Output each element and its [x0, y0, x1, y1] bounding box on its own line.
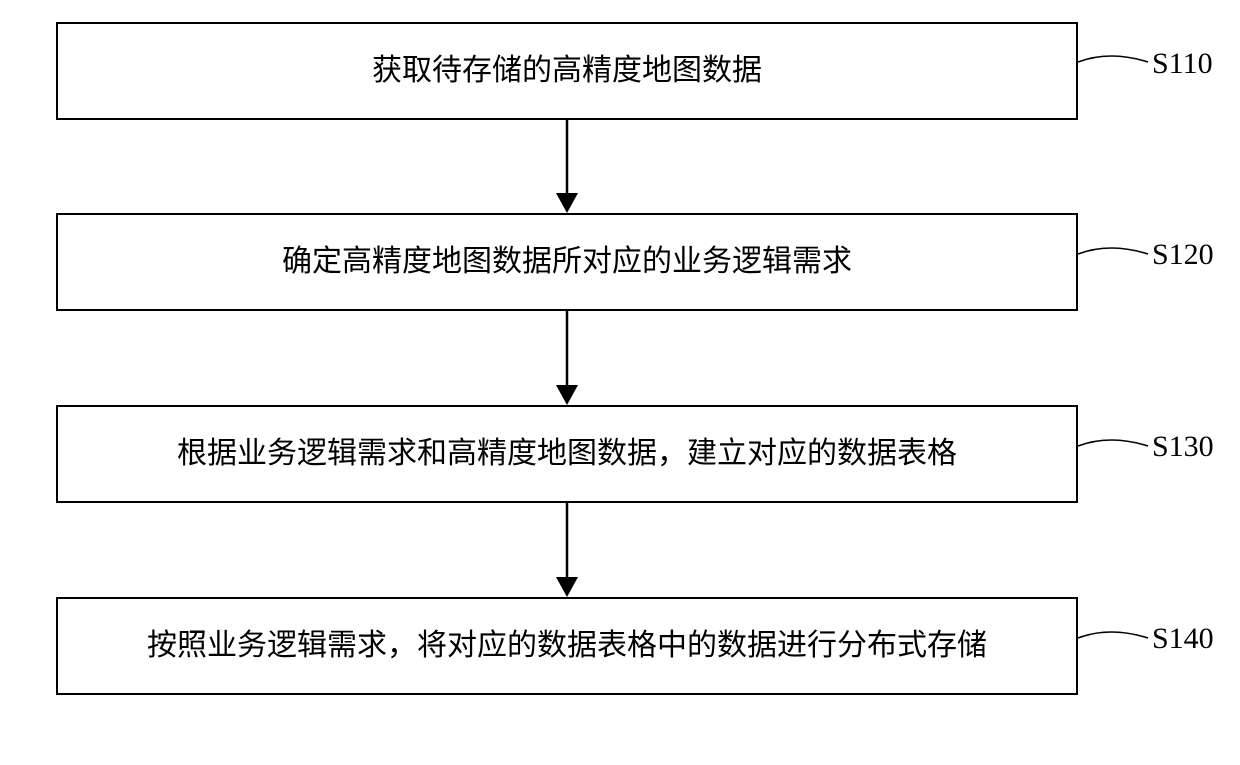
arrow-2 [0, 0, 1240, 765]
flowchart-canvas: 获取待存储的高精度地图数据S110确定高精度地图数据所对应的业务逻辑需求S120… [0, 0, 1240, 765]
